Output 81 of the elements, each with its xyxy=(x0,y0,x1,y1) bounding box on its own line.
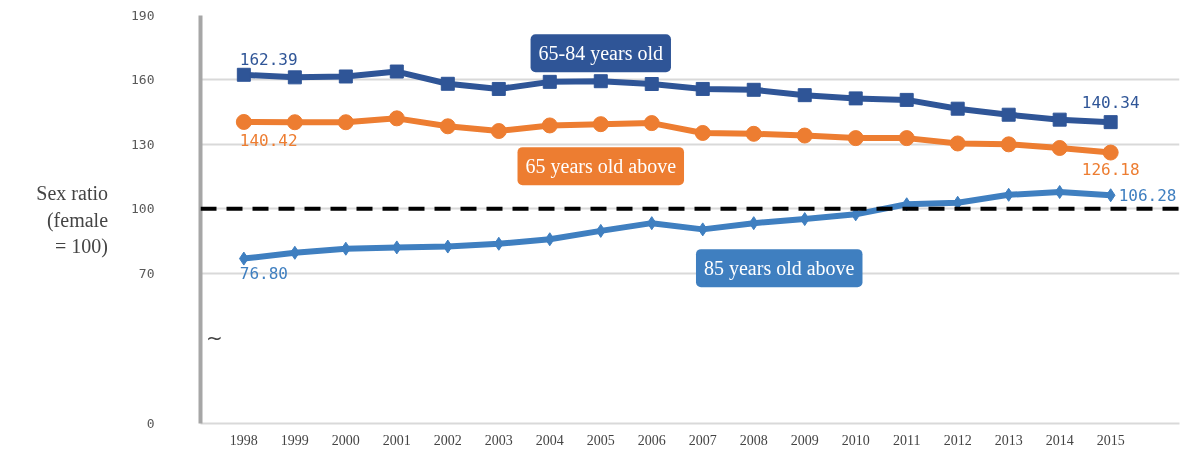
point xyxy=(541,117,558,134)
x-tick-label: 2011 xyxy=(892,432,921,448)
point xyxy=(898,130,915,147)
point xyxy=(694,124,711,141)
x-tick-label: 2014 xyxy=(1045,432,1074,448)
y-tick-label: 160 xyxy=(131,72,155,88)
point xyxy=(746,82,761,97)
point xyxy=(439,118,456,135)
x-tick-label: 2015 xyxy=(1096,432,1125,448)
data-label: 140.34 xyxy=(1081,93,1140,113)
point xyxy=(1103,115,1118,130)
point xyxy=(440,76,455,91)
point xyxy=(491,81,506,96)
x-tick-label: 2009 xyxy=(790,432,819,448)
point xyxy=(1001,107,1016,122)
x-tick-label: 2001 xyxy=(382,432,411,448)
point xyxy=(899,92,914,107)
x-tick-label: 2004 xyxy=(535,432,564,448)
x-tick-label: 2003 xyxy=(484,432,513,448)
point xyxy=(745,125,762,142)
point xyxy=(949,135,966,152)
point xyxy=(1003,187,1014,202)
x-tick-label: 2013 xyxy=(994,432,1023,448)
point xyxy=(286,114,303,131)
point xyxy=(848,91,863,106)
point xyxy=(799,212,810,227)
series-label: 65 years old above xyxy=(525,155,677,179)
point xyxy=(1052,112,1067,127)
data-label: 106.28 xyxy=(1118,186,1177,206)
x-tick-label: 2000 xyxy=(331,432,360,448)
x-tick-label: 2007 xyxy=(688,432,717,448)
data-label: 76.80 xyxy=(239,263,289,283)
point xyxy=(643,115,660,132)
y-tick-label: 100 xyxy=(131,201,155,217)
point xyxy=(338,69,353,84)
x-tick-label: 2010 xyxy=(841,432,870,448)
point xyxy=(287,70,302,85)
point xyxy=(544,232,555,247)
point xyxy=(593,74,608,89)
x-tick-label: 2006 xyxy=(637,432,666,448)
point xyxy=(1054,185,1065,200)
point xyxy=(1051,140,1068,156)
point xyxy=(442,239,453,254)
x-tick-label: 2002 xyxy=(433,432,462,448)
point xyxy=(646,216,657,231)
point xyxy=(236,67,251,82)
point xyxy=(697,222,708,237)
y-axis-title: Sex ratio (female = 100) xyxy=(36,182,109,258)
point xyxy=(391,240,402,255)
point xyxy=(644,77,659,91)
x-tick-label: 2005 xyxy=(586,432,615,448)
series-label: 85 years old above xyxy=(703,257,855,281)
point xyxy=(796,127,813,144)
x-tick-label: 1999 xyxy=(280,432,309,448)
point xyxy=(542,74,557,89)
point xyxy=(695,81,710,96)
point xyxy=(847,130,864,147)
point xyxy=(337,114,354,131)
data-label: 162.39 xyxy=(239,49,298,69)
x-tick-label: 1998 xyxy=(229,432,258,448)
point xyxy=(1102,144,1119,161)
series-label: 65-84 years old xyxy=(538,42,663,66)
point xyxy=(235,113,252,130)
point xyxy=(389,64,404,79)
point xyxy=(1000,136,1017,153)
point xyxy=(950,101,965,116)
x-tick-label: 2008 xyxy=(739,432,768,448)
point xyxy=(490,123,507,140)
point xyxy=(595,223,606,238)
data-label: 126.18 xyxy=(1081,159,1140,179)
point xyxy=(748,216,759,231)
point xyxy=(592,116,609,133)
y-tick-label: 130 xyxy=(131,136,155,152)
y-tick-label: 190 xyxy=(131,8,155,23)
y-tick-label: 0 xyxy=(146,416,155,431)
x-tick-label: 2012 xyxy=(943,432,972,448)
point xyxy=(388,110,405,127)
y-tick-label: 70 xyxy=(138,265,155,281)
data-label: 140.42 xyxy=(239,130,298,150)
annotation: ~ xyxy=(206,325,223,350)
point xyxy=(797,88,812,103)
